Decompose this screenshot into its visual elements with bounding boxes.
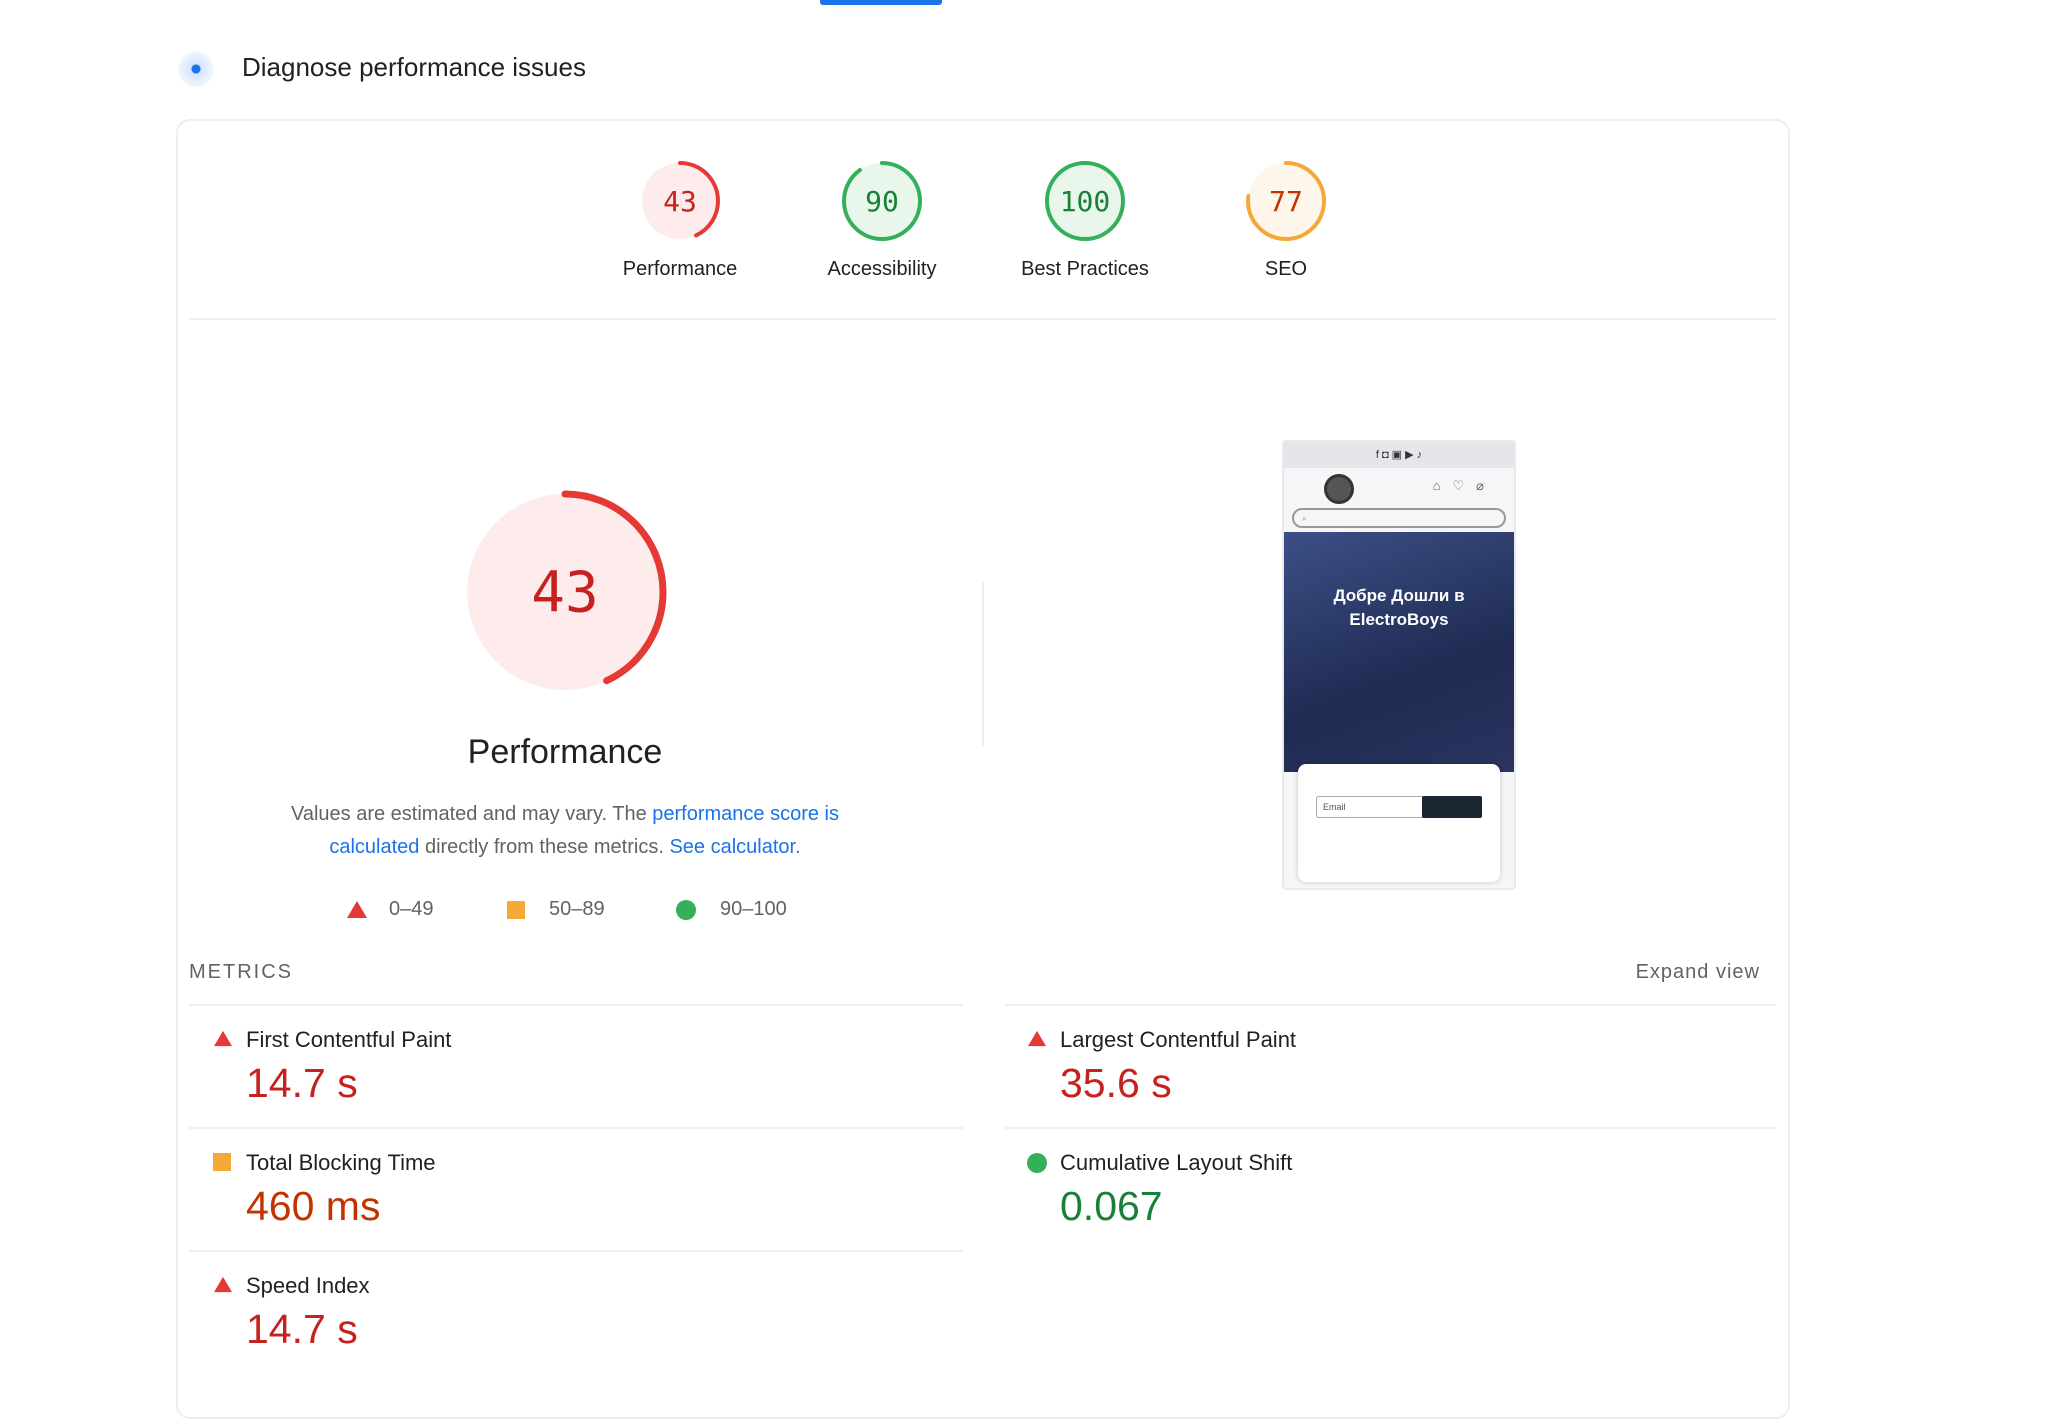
- gauge-background: [467, 494, 663, 690]
- gauge-best-practices[interactable]: 100 Best Practices: [985, 158, 1185, 281]
- legend-fail: 0–49: [347, 898, 434, 921]
- legend-range: 0–49: [389, 898, 434, 920]
- vertical-divider: [982, 582, 984, 747]
- score-description: Values are estimated and may vary. The p…: [255, 798, 875, 864]
- social-icons-bar: f ◘ ▣ ▶ ♪: [1284, 442, 1514, 468]
- divider: [189, 318, 1776, 320]
- metric-value: 35.6 s: [1060, 1060, 1172, 1106]
- divider: [1005, 1127, 1776, 1129]
- triangle-icon: [347, 901, 367, 918]
- hero-banner: Добре Дошли в ElectroBoys: [1284, 532, 1514, 772]
- square-icon: [213, 1153, 231, 1171]
- gauge-label: SEO: [1264, 258, 1308, 280]
- metrics-heading: METRICS: [189, 961, 293, 983]
- popup-submit: [1422, 796, 1482, 818]
- gauge-score: 77: [1269, 185, 1303, 218]
- gauge-background: [1047, 163, 1123, 239]
- circle-icon: [676, 899, 696, 920]
- triangle-icon: [1028, 1030, 1046, 1047]
- site-logo: [1324, 474, 1354, 504]
- metric-rating-icon: [1027, 1030, 1047, 1052]
- gauge-score: 43: [663, 185, 697, 218]
- gauge-background: [642, 163, 718, 239]
- metric-value: 14.7 s: [246, 1060, 358, 1106]
- metric-value: 460 ms: [246, 1183, 381, 1229]
- triangle-icon: [214, 1276, 232, 1293]
- gauge-seo[interactable]: 77 SEO: [1186, 158, 1386, 281]
- gauge-score: 43: [531, 561, 598, 626]
- metric-rating-icon: [213, 1276, 233, 1298]
- site-header: ⌂♡⌀: [1284, 468, 1514, 508]
- divider: [189, 1004, 963, 1006]
- site-search: ⌕: [1292, 508, 1506, 528]
- performance-gauge-large: 43: [463, 490, 667, 694]
- gauge-arc: [1246, 161, 1326, 241]
- gauge-arc: [463, 490, 667, 694]
- circle-icon: [1027, 1153, 1047, 1173]
- header-icons: ⌂♡⌀: [1432, 478, 1496, 493]
- legend-range: 90–100: [720, 898, 787, 920]
- active-tab-indicator: [820, 0, 942, 5]
- desc-text: directly from these metrics.: [419, 836, 670, 858]
- divider: [189, 1250, 963, 1252]
- legend-average: 50–89: [507, 898, 605, 921]
- metric-title: Speed Index: [246, 1273, 370, 1298]
- metric-value: 0.067: [1060, 1183, 1163, 1229]
- divider: [1005, 1004, 1776, 1006]
- metric-rating-icon: [213, 1030, 233, 1052]
- metric-value: 14.7 s: [246, 1306, 358, 1352]
- report-card: [176, 119, 1790, 1419]
- legend-pass: 90–100: [676, 898, 787, 921]
- metric-title: Largest Contentful Paint: [1060, 1027, 1297, 1052]
- gauge-background: [844, 163, 920, 239]
- page-screenshot-thumbnail[interactable]: f ◘ ▣ ▶ ♪ ⌂♡⌀ ⌕ Добре Дошли в ElectroBoy…: [1282, 440, 1516, 890]
- gauge-label: Accessibility: [827, 258, 937, 280]
- metric-rating-icon: [1027, 1153, 1047, 1178]
- performance-title: Performance: [467, 733, 663, 771]
- metric-title: First Contentful Paint: [246, 1027, 452, 1052]
- gauge-background: [1248, 163, 1324, 239]
- metric-title: Total Blocking Time: [246, 1150, 436, 1175]
- diagnose-icon: [178, 51, 214, 87]
- gauge-arc: [1045, 161, 1125, 241]
- gauge-arc: [842, 161, 922, 241]
- see-calculator-link[interactable]: See calculator.: [669, 836, 801, 858]
- triangle-icon: [214, 1030, 232, 1047]
- section-title: Diagnose performance issues: [242, 52, 586, 82]
- metric-title: Cumulative Layout Shift: [1060, 1150, 1293, 1175]
- divider: [189, 1127, 963, 1129]
- newsletter-popup: Email: [1298, 764, 1500, 882]
- gauge-performance[interactable]: 43 Performance: [580, 158, 780, 281]
- gauge-score: 100: [1060, 185, 1111, 218]
- desc-text: Values are estimated and may vary. The: [290, 803, 653, 825]
- gauge-accessibility[interactable]: 90 Accessibility: [782, 158, 982, 281]
- expand-view-toggle[interactable]: Expand view: [1635, 961, 1760, 983]
- metric-rating-icon: [213, 1153, 231, 1176]
- gauge-score: 90: [865, 185, 899, 218]
- gauge-label: Performance: [622, 258, 738, 280]
- gauge-label: Best Practices: [1021, 258, 1149, 280]
- legend-range: 50–89: [549, 898, 605, 920]
- score-calculated-link[interactable]: performance score is calculated: [329, 803, 840, 858]
- square-icon: [507, 900, 525, 919]
- gauge-arc: [640, 161, 720, 241]
- hero-title: Добре Дошли в ElectroBoys: [1333, 586, 1465, 629]
